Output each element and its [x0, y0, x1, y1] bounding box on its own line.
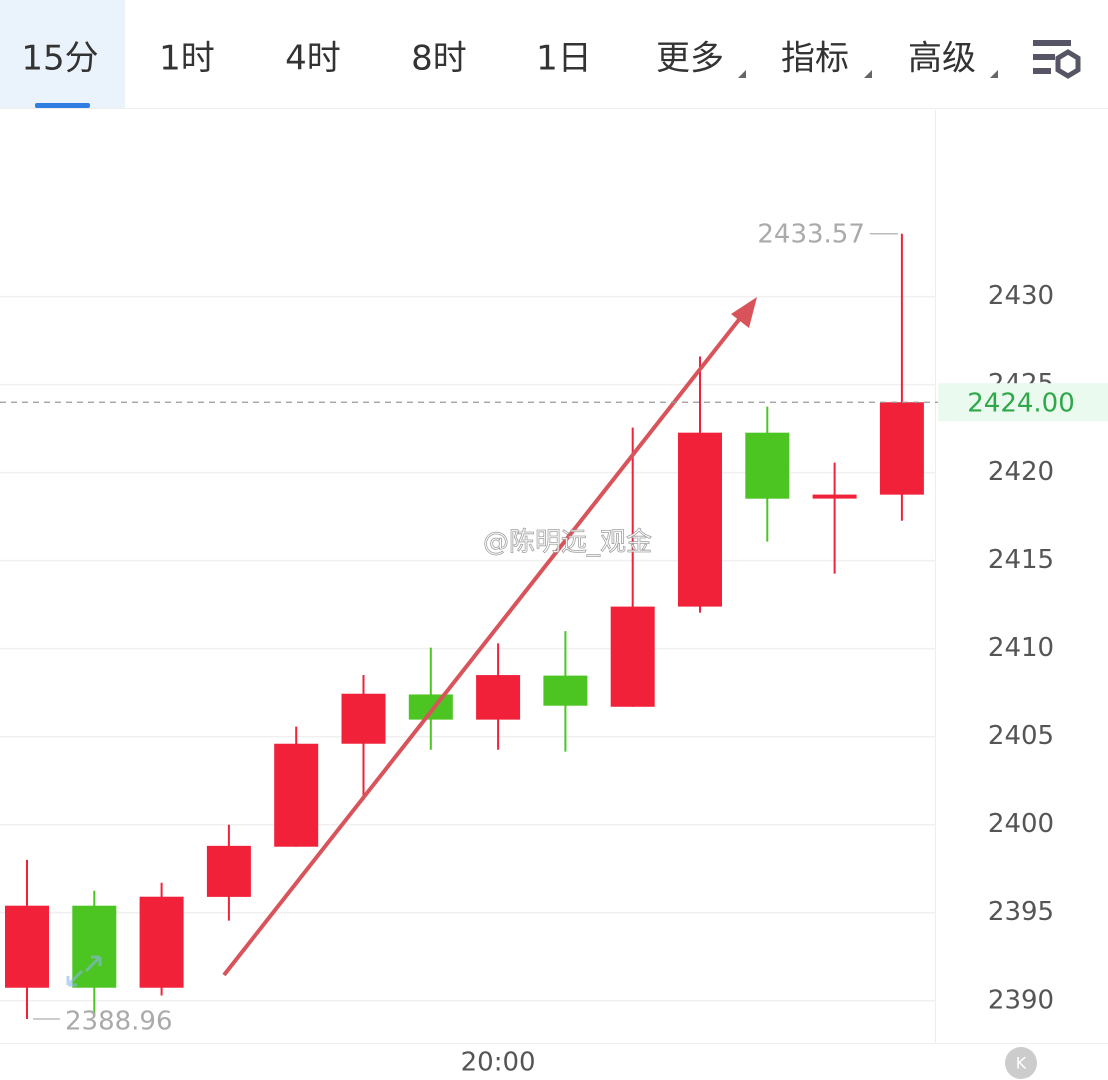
tab[interactable]: 指标 [781, 39, 849, 79]
candle-body [543, 675, 588, 706]
candle-body [476, 675, 521, 720]
watermark-text: @陈明远_观金 [483, 528, 652, 558]
settings-icon[interactable] [1033, 40, 1081, 79]
candle-body [678, 432, 722, 607]
y-tick-label: 2410 [988, 633, 1054, 663]
y-tick-label: 2390 [988, 985, 1054, 1015]
tab[interactable]: 高级 [908, 39, 976, 79]
y-tick-label: 2420 [988, 457, 1054, 487]
tab[interactable]: 15分 [21, 39, 98, 79]
candle-body [206, 845, 251, 897]
dropdown-caret [738, 70, 746, 78]
low-label: 2388.96 [65, 1007, 173, 1037]
last-price-bg [938, 383, 1108, 422]
tab-bar [0, 0, 1108, 108]
tab[interactable]: 8时 [411, 39, 467, 79]
tab[interactable]: 1时 [159, 39, 215, 79]
watermark: @陈明远_观金 [432, 527, 652, 559]
tab[interactable]: 更多 [656, 39, 724, 79]
candle-body [879, 402, 924, 495]
k-button-label: K [1016, 1054, 1027, 1073]
y-tick-label: 2395 [988, 897, 1054, 927]
trend-arrow [222, 297, 757, 977]
y-tick-label: 2405 [988, 721, 1054, 751]
last-price-label: 2424.00 [967, 389, 1075, 419]
high-label: 2433.57 [757, 219, 865, 249]
candle-body [274, 743, 319, 847]
candle-body [408, 694, 453, 720]
dropdown-caret [990, 70, 998, 78]
tab-indicator [35, 103, 90, 108]
y-tick-label: 2415 [988, 545, 1054, 575]
candle-body [610, 606, 655, 707]
k-button[interactable] [1005, 1047, 1037, 1079]
expand-icon[interactable] [66, 955, 102, 987]
candle-body [5, 905, 49, 988]
tab-selected-bg [0, 0, 125, 108]
candle-body [341, 693, 386, 744]
candle-body [812, 494, 857, 499]
tab[interactable]: 1日 [536, 39, 592, 79]
dropdown-caret [864, 70, 872, 78]
x-tick-label: 20:00 [461, 1048, 536, 1078]
candle-body [139, 896, 184, 988]
tab[interactable]: 4时 [285, 39, 341, 79]
candle-body [745, 432, 790, 499]
y-tick-label: 2400 [988, 809, 1054, 839]
y-tick-label: 2430 [988, 281, 1054, 311]
